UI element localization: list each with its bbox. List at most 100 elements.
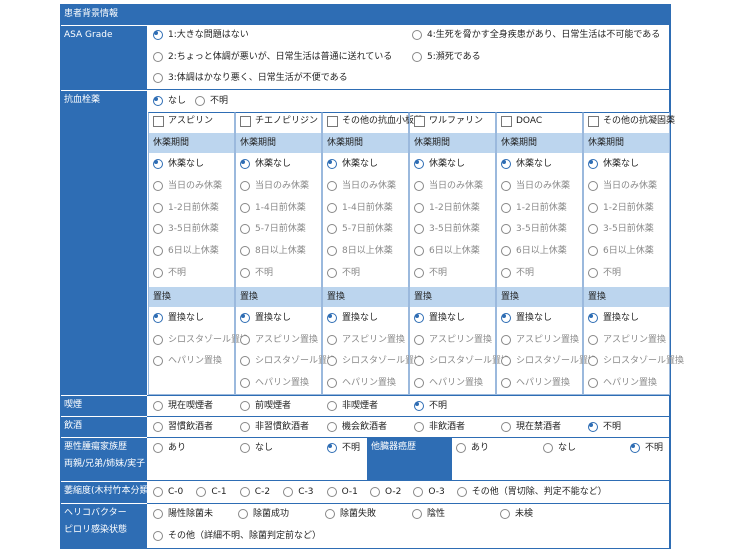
- radio-button[interactable]: [240, 180, 250, 191]
- radio-button[interactable]: [501, 202, 511, 213]
- radio-button[interactable]: [588, 422, 598, 432]
- radio-button[interactable]: [240, 202, 250, 213]
- drug-checkbox[interactable]: [501, 116, 512, 127]
- radio-button[interactable]: [414, 401, 424, 411]
- drug-checkbox[interactable]: [588, 116, 599, 127]
- radio-button[interactable]: [414, 334, 424, 345]
- radio-button[interactable]: [153, 52, 163, 62]
- radio-button[interactable]: [501, 159, 511, 169]
- radio-button[interactable]: [414, 202, 424, 213]
- radio-button[interactable]: [196, 487, 207, 497]
- radio-button[interactable]: [327, 268, 337, 278]
- radio-button[interactable]: [153, 268, 163, 278]
- radio-button[interactable]: [414, 356, 424, 366]
- radio-button[interactable]: [327, 246, 337, 257]
- radio-button[interactable]: [327, 180, 337, 191]
- radio-button[interactable]: [153, 334, 163, 345]
- radio-button[interactable]: [153, 224, 163, 235]
- radio-button[interactable]: [240, 377, 250, 388]
- radio-button[interactable]: [153, 96, 163, 106]
- radio-button[interactable]: [283, 487, 294, 497]
- radio-button[interactable]: [326, 487, 337, 497]
- radio-button[interactable]: [153, 401, 163, 411]
- radio-button[interactable]: [327, 202, 337, 213]
- radio-button[interactable]: [153, 313, 163, 323]
- radio-button[interactable]: [414, 422, 424, 432]
- radio-button[interactable]: [501, 422, 511, 432]
- radio-button[interactable]: [153, 531, 163, 541]
- radio-button[interactable]: [414, 377, 424, 388]
- radio-button[interactable]: [153, 30, 163, 40]
- radio-button[interactable]: [414, 313, 424, 323]
- radio-button[interactable]: [327, 313, 337, 323]
- radio-button[interactable]: [456, 443, 466, 453]
- radio-button[interactable]: [153, 422, 163, 432]
- radio-button[interactable]: [240, 401, 250, 411]
- radio-button[interactable]: [414, 159, 424, 169]
- radio-button[interactable]: [240, 224, 250, 235]
- radio-button[interactable]: [588, 159, 598, 169]
- radio-button[interactable]: [588, 268, 598, 278]
- drug-checkbox[interactable]: [240, 116, 251, 127]
- radio-button[interactable]: [327, 401, 337, 411]
- drug-checkbox[interactable]: [414, 116, 425, 127]
- radio-button[interactable]: [456, 487, 467, 497]
- radio-button[interactable]: [412, 52, 422, 62]
- radio-button[interactable]: [501, 313, 511, 323]
- radio-button[interactable]: [501, 246, 511, 257]
- radio-button[interactable]: [588, 313, 598, 323]
- radio-button[interactable]: [327, 334, 337, 345]
- drug-checkbox[interactable]: [327, 116, 338, 127]
- radio-button[interactable]: [543, 443, 553, 453]
- radio-button[interactable]: [501, 224, 511, 235]
- radio-button[interactable]: [327, 422, 337, 432]
- radio-button[interactable]: [414, 246, 424, 257]
- radio-button[interactable]: [414, 224, 424, 235]
- radio-button[interactable]: [414, 180, 424, 191]
- radio-button[interactable]: [153, 159, 163, 169]
- radio-button[interactable]: [501, 268, 511, 278]
- radio-button[interactable]: [588, 180, 598, 191]
- radio-button[interactable]: [588, 246, 598, 257]
- radio-button[interactable]: [327, 377, 337, 388]
- radio-button[interactable]: [413, 487, 424, 497]
- radio-button[interactable]: [240, 246, 250, 257]
- radio-button[interactable]: [588, 202, 598, 213]
- radio-button[interactable]: [153, 246, 163, 257]
- radio-button[interactable]: [327, 443, 337, 453]
- drug-checkbox[interactable]: [153, 116, 164, 127]
- radio-button[interactable]: [588, 356, 598, 366]
- radio-button[interactable]: [153, 487, 163, 497]
- radio-button[interactable]: [153, 202, 163, 213]
- radio-button[interactable]: [240, 334, 250, 345]
- radio-button[interactable]: [239, 487, 250, 497]
- radio-button[interactable]: [501, 334, 511, 345]
- radio-button[interactable]: [240, 422, 250, 432]
- radio-button[interactable]: [153, 73, 163, 83]
- radio-button[interactable]: [412, 30, 422, 40]
- radio-button[interactable]: [501, 356, 511, 366]
- radio-button[interactable]: [240, 356, 250, 366]
- radio-button[interactable]: [195, 96, 205, 106]
- radio-button[interactable]: [240, 443, 250, 453]
- radio-button[interactable]: [153, 509, 163, 519]
- radio-button[interactable]: [327, 356, 337, 366]
- radio-button[interactable]: [153, 356, 163, 366]
- radio-button[interactable]: [588, 377, 598, 388]
- radio-button[interactable]: [588, 334, 598, 345]
- radio-button[interactable]: [412, 509, 422, 519]
- radio-button[interactable]: [240, 159, 250, 169]
- radio-button[interactable]: [370, 487, 380, 497]
- radio-button[interactable]: [240, 313, 250, 323]
- radio-button[interactable]: [238, 509, 248, 519]
- radio-button[interactable]: [153, 443, 163, 453]
- radio-button[interactable]: [500, 509, 510, 519]
- radio-button[interactable]: [327, 224, 337, 235]
- radio-button[interactable]: [153, 180, 163, 191]
- radio-button[interactable]: [327, 159, 337, 169]
- radio-button[interactable]: [325, 509, 335, 519]
- radio-button[interactable]: [240, 268, 250, 278]
- radio-button[interactable]: [501, 180, 511, 191]
- radio-button[interactable]: [630, 443, 640, 453]
- radio-button[interactable]: [414, 268, 424, 278]
